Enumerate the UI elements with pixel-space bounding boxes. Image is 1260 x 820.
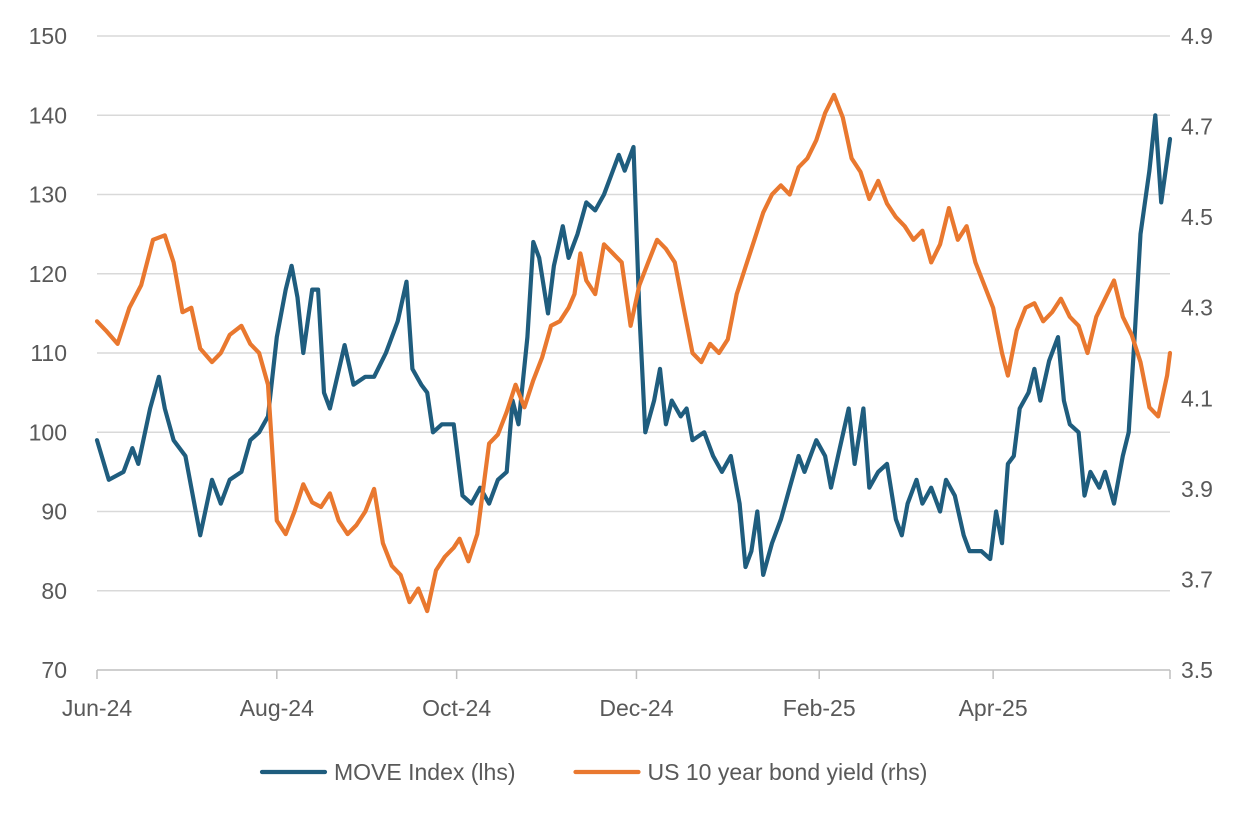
left-tick-label: 70 <box>41 657 67 683</box>
right-tick-label: 4.1 <box>1181 385 1213 411</box>
x-tick-label: Feb-25 <box>783 695 856 721</box>
right-tick-label: 4.9 <box>1181 23 1213 49</box>
us-10y-yield-line <box>94 92 1173 614</box>
legend-label: US 10 year bond yield (rhs) <box>648 759 928 785</box>
move-index-line <box>94 113 1173 577</box>
left-axis-ticks: 70 80 90 100 110 120 130 140 150 <box>29 23 67 683</box>
right-axis-ticks: 3.5 3.7 3.9 4.1 4.3 4.5 4.7 4.9 <box>1181 23 1213 683</box>
left-tick-label: 110 <box>30 340 67 366</box>
left-tick-label: 120 <box>29 261 67 287</box>
x-tick-label: Oct-24 <box>422 695 491 721</box>
left-tick-label: 90 <box>41 499 67 525</box>
right-tick-label: 3.7 <box>1181 566 1213 592</box>
x-tick-label: Dec-24 <box>599 695 673 721</box>
left-tick-label: 130 <box>29 182 67 208</box>
right-tick-label: 3.9 <box>1181 476 1213 502</box>
x-tick-label: Jun-24 <box>62 695 133 721</box>
right-tick-label: 4.5 <box>1181 204 1213 230</box>
right-tick-label: 4.7 <box>1181 114 1213 140</box>
left-tick-label: 100 <box>29 419 67 445</box>
left-tick-label: 150 <box>29 23 67 49</box>
left-tick-label: 140 <box>29 102 67 128</box>
x-tick-label: Aug-24 <box>240 695 314 721</box>
right-tick-label: 3.5 <box>1181 657 1213 683</box>
left-tick-label: 80 <box>41 578 67 604</box>
legend: MOVE Index (lhs) US 10 year bond yield (r… <box>259 759 928 785</box>
series-lines <box>94 92 1173 614</box>
right-tick-label: 4.3 <box>1181 295 1213 321</box>
x-axis-ticks: Jun-24 Aug-24 Oct-24 Dec-24 Feb-25 Apr-25 <box>62 695 1028 721</box>
x-tick-label: Apr-25 <box>959 695 1028 721</box>
legend-label: MOVE Index (lhs) <box>334 759 516 785</box>
axes <box>96 669 1171 679</box>
